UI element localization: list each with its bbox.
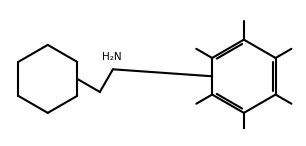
Text: H₂N: H₂N <box>102 52 121 62</box>
